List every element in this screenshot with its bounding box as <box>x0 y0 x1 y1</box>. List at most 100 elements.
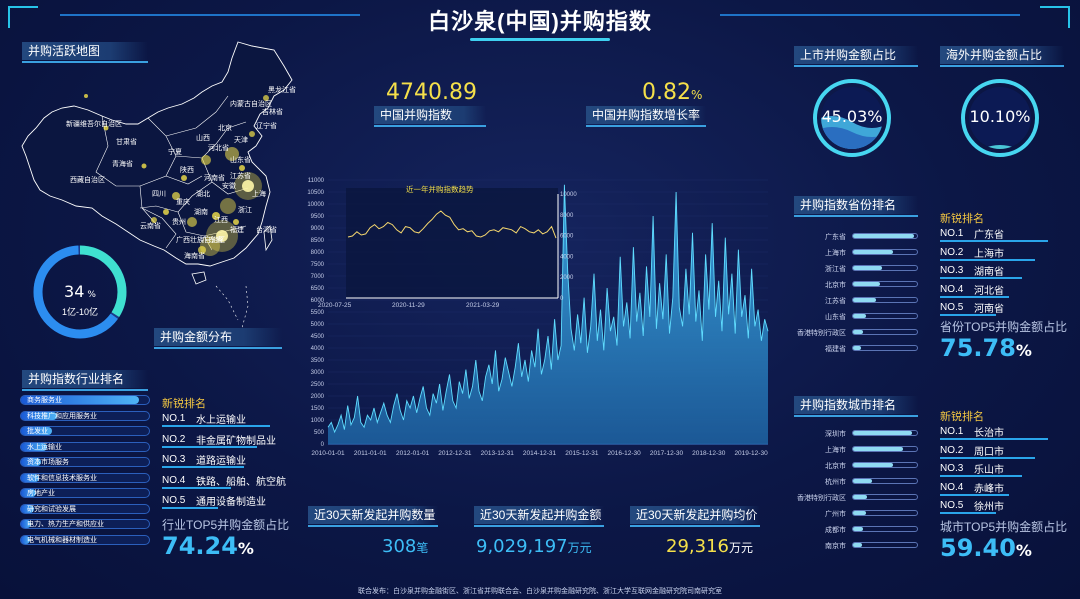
rank-number: NO.3 <box>940 265 964 276</box>
map-label: 广东省 <box>202 235 223 244</box>
industry-rank-item[interactable]: 科技推广和应用服务业 <box>20 410 150 421</box>
industry-rank-label: 电气机械和器材制造业 <box>27 536 97 544</box>
industry-rank-item[interactable]: 批发业 <box>20 426 150 436</box>
province-rank-fill <box>853 234 914 238</box>
hainan-shape <box>191 271 207 285</box>
city-rank-fill <box>853 431 912 435</box>
industry-rank-item[interactable]: 电气机械和器材制造业 <box>20 534 150 545</box>
rank-underline <box>940 258 1036 261</box>
header-corner-right <box>1040 6 1070 28</box>
industry-rank-item[interactable]: 电力、热力生产和供应业 <box>20 519 150 529</box>
industry-rank-item[interactable]: 商务服务业 <box>20 395 150 405</box>
province-new-item[interactable]: NO.1 广东省 <box>940 226 1004 241</box>
province-rank-bar[interactable] <box>852 233 918 239</box>
industry-rank-label: 房地产业 <box>27 490 55 497</box>
city-new-item[interactable]: NO.5 徐州市 <box>940 498 1004 513</box>
province-rank-bar[interactable] <box>852 345 918 351</box>
industry-rank-item[interactable]: 房地产业 <box>20 488 150 498</box>
industry-rank-label: 研究和试验发展 <box>27 505 76 513</box>
y-tick-label: 11000 <box>308 178 325 184</box>
province-new-item[interactable]: NO.5 河南省 <box>940 300 1004 315</box>
city-rank-bar[interactable] <box>852 430 918 436</box>
province-rank-bar[interactable] <box>852 329 918 335</box>
rank-underline <box>162 466 245 468</box>
map-label: 重庆 <box>176 197 190 206</box>
city-new-item[interactable]: NO.1 长治市 <box>940 424 1004 439</box>
province-new-item[interactable]: NO.2 上海市 <box>940 245 1004 260</box>
province-new-item[interactable]: NO.4 河北省 <box>940 282 1004 297</box>
city-new-item[interactable]: NO.2 周口市 <box>940 443 1004 458</box>
province-rank-bar[interactable] <box>852 313 918 319</box>
province-top5-number: 75.78 <box>940 334 1016 362</box>
rank-number: NO.2 <box>940 246 964 258</box>
city-rank-bar[interactable] <box>852 542 918 548</box>
province-rank-label: 山东省 <box>825 314 846 321</box>
industry-tag: 并购指数行业排名 <box>22 370 148 391</box>
province-rank-fill <box>853 266 882 270</box>
rank-underline <box>940 475 1023 477</box>
province-new-item[interactable]: NO.3 湖南省 <box>940 263 1004 278</box>
rank-underline <box>940 493 1010 496</box>
rank-name: 湖南省 <box>974 267 1004 278</box>
avg-unit: 万元 <box>728 541 753 555</box>
rank-name: 长治市 <box>974 428 1004 439</box>
province-rank-bar[interactable] <box>852 249 918 255</box>
city-rank-bar[interactable] <box>852 478 918 484</box>
rank-underline <box>940 512 997 514</box>
inset-x-tick: 2020-07-25 <box>318 302 352 309</box>
china-map[interactable]: 黑龙江省 吉林省 内蒙古自治区 辽宁省 新疆维吾尔自治区 甘肃省 宁夏 山西 河… <box>16 36 306 336</box>
inset-line <box>347 210 557 239</box>
city-rank-bar[interactable] <box>852 446 918 452</box>
count-unit: 笔 <box>416 541 429 555</box>
industry-rank-bar <box>21 504 34 513</box>
industry-rank-label: 商务服务业 <box>27 397 62 404</box>
map-label: 台湾省 <box>256 225 277 234</box>
city-rank-bar[interactable] <box>852 462 918 468</box>
industry-rank-item[interactable]: 资本市场服务 <box>20 457 150 467</box>
area-fill <box>328 184 768 445</box>
industry-new-item[interactable]: NO.5 通用设备制造业 <box>162 493 266 508</box>
industry-rank-item[interactable]: 软件和信息技术服务业 <box>20 472 150 483</box>
growth-value-box: 0.82% <box>642 80 702 105</box>
industry-rank-item[interactable]: 研究和试验发展 <box>20 503 150 514</box>
y-tick-label: 0 <box>321 442 325 448</box>
industry-rank-label: 水上运输业 <box>27 443 62 451</box>
city-new-head: 新锐排名 <box>940 411 984 423</box>
rank-number: NO.1 <box>940 426 964 437</box>
y-tick-label: 4000 <box>311 346 325 352</box>
province-rank-bar[interactable] <box>852 281 918 287</box>
industry-rank-bar <box>21 396 139 404</box>
amount-donut-chart[interactable] <box>28 240 132 344</box>
city-top5-caption: 城市TOP5并购金额占比 <box>940 520 1068 534</box>
rank-number: NO.5 <box>940 302 964 313</box>
city-rank-fill <box>853 463 893 467</box>
industry-new-item[interactable]: NO.2 非金属矿物制品业 <box>162 432 276 447</box>
city-rank-bar[interactable] <box>852 494 918 500</box>
city-rank-fill <box>853 447 903 451</box>
listed-tag: 上市并购金额占比 <box>794 46 918 67</box>
index-area-chart[interactable]: 0 500 1000 1500 2000 2500 3000 3500 4000 4500 5000… <box>300 170 778 460</box>
industry-new-item[interactable]: NO.4 铁路、船舶、航空航 <box>162 473 286 488</box>
map-label: 湖南 <box>194 207 208 216</box>
inset-x-tick: 2021-03-29 <box>466 302 500 309</box>
city-rank-bar[interactable] <box>852 526 918 532</box>
index-value: 4740.89 <box>386 80 477 105</box>
industry-rank-label: 电力、热力生产和供应业 <box>27 521 104 528</box>
city-new-item[interactable]: NO.3 乐山市 <box>940 461 1004 476</box>
rank-number: NO.1 <box>162 413 186 424</box>
province-top5-unit: % <box>1015 341 1032 360</box>
rank-number: NO.4 <box>940 283 964 295</box>
y-tick-label: 10000 <box>307 202 324 208</box>
city-new-item[interactable]: NO.4 赤峰市 <box>940 480 1004 495</box>
industry-rank-item[interactable]: 水上运输业 <box>20 441 150 452</box>
map-label: 辽宁省 <box>256 121 277 130</box>
rank-name: 水上运输业 <box>196 415 246 426</box>
industry-new-item[interactable]: NO.1 水上运输业 <box>162 411 246 426</box>
province-rank-bar[interactable] <box>852 297 918 303</box>
rank-name: 道路运输业 <box>196 456 246 467</box>
south-sea-islands <box>215 285 249 329</box>
industry-new-item[interactable]: NO.3 道路运输业 <box>162 452 246 467</box>
city-rank-bar[interactable] <box>852 510 918 516</box>
province-rank-bar[interactable] <box>852 265 918 271</box>
province-rank-fill <box>853 330 863 334</box>
